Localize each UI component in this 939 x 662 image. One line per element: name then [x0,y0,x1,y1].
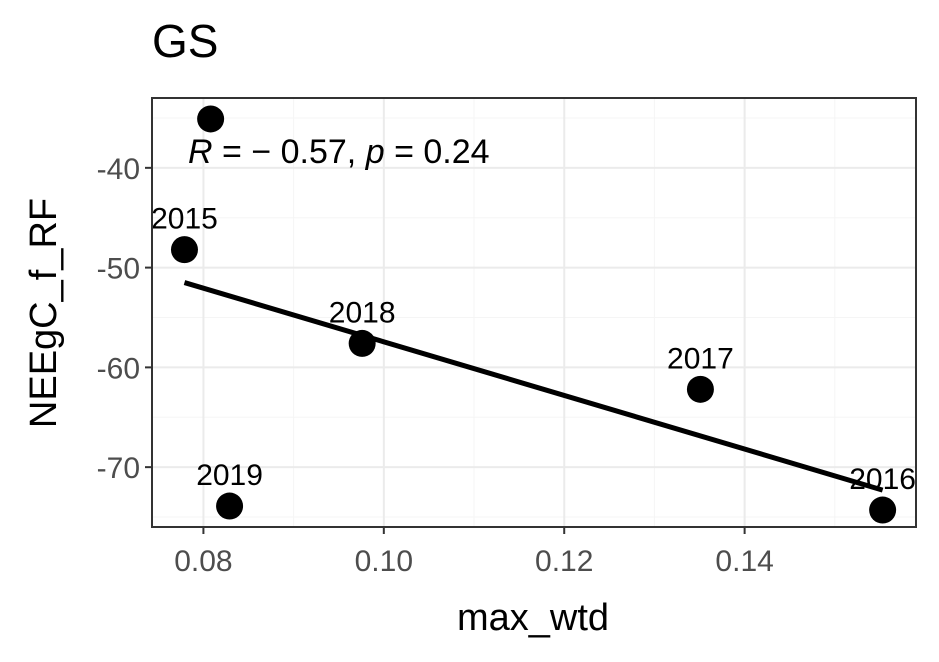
r-symbol: R [188,133,213,171]
points-layer [170,105,897,524]
point-label: 2017 [667,342,734,375]
y-axis: -40 -50 -60 -70 [97,153,152,485]
point-label: 2019 [196,459,263,492]
r-value: = − 0.57, [222,133,356,171]
major-gridlines [152,98,916,527]
y-tick-label: -50 [97,253,140,286]
data-point [348,329,376,357]
y-tick-label: -40 [97,153,140,186]
data-point [216,492,244,520]
x-axis: 0.08 0.10 0.12 0.14 [174,527,774,578]
x-axis-title: max_wtd [457,597,609,639]
x-tick-label: 0.10 [355,545,413,578]
point-label: 2015 [151,203,218,236]
y-axis-title: NEEgC_f_RF [23,198,65,428]
x-tick-label: 0.12 [535,545,593,578]
point-label: 2016 [849,463,916,496]
regression-layer [183,280,884,493]
minor-gridlines [152,98,916,527]
x-tick-label: 0.14 [715,545,773,578]
data-point [197,105,225,133]
x-tick-label: 0.08 [174,545,232,578]
correlation-annotation: R = − 0.57, p = 0.24 [188,133,490,171]
data-point [686,375,714,403]
data-point [170,236,198,264]
regression-line [183,280,884,493]
y-tick-label: -60 [97,352,140,385]
data-point [869,496,897,524]
y-tick-label: -70 [97,452,140,485]
point-labels-layer: 2015 2018 2017 2016 2019 [151,203,916,496]
panel-border [151,97,917,528]
point-label: 2018 [329,296,396,329]
chart-title: GS [152,15,219,67]
p-value: = 0.24 [394,133,489,171]
p-symbol: p [365,133,385,171]
